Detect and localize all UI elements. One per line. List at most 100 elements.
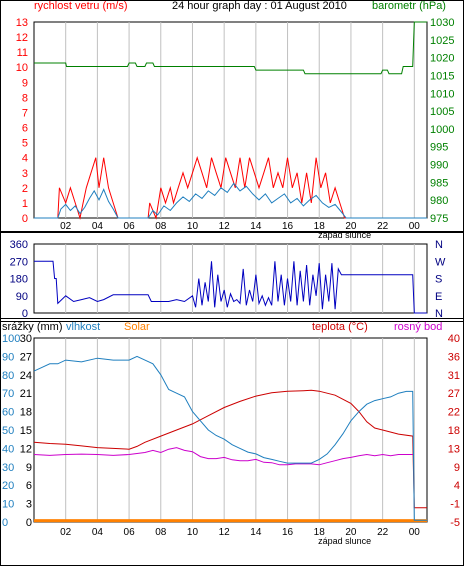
y-tick-direction: 90 <box>16 291 28 303</box>
y-tick-wind: 7 <box>22 107 28 119</box>
x-tick-label: 06 <box>124 527 136 538</box>
wind-axis-label: rychlost vetru (m/s) <box>34 0 128 12</box>
x-tick-label: 14 <box>250 527 262 538</box>
x-tick-label: 20 <box>345 527 357 538</box>
y-tick-pressure: 1025 <box>430 35 454 47</box>
y-tick-humidity: 60 <box>2 407 14 419</box>
x-tick-label: 16 <box>282 527 294 538</box>
y-tick-wind: 13 <box>16 17 28 29</box>
y-tick-wind: 12 <box>16 32 28 44</box>
y-tick-direction: 270 <box>10 256 28 268</box>
y-tick-rain: 0 <box>26 517 32 529</box>
y-tick-rain: 3 <box>26 499 32 511</box>
y-tick-rain: 15 <box>20 425 32 437</box>
x-tick-label: 10 <box>187 527 199 538</box>
gust-series <box>34 156 427 220</box>
y-tick-pressure: 990 <box>430 160 448 172</box>
pressure-series <box>34 21 427 75</box>
x-tick-label: 02 <box>60 221 72 232</box>
y-tick-pressure: 1030 <box>430 17 454 29</box>
x-tick-label: 22 <box>377 527 389 538</box>
y-tick-humidity: 0 <box>2 517 8 529</box>
plot-frame <box>33 243 428 314</box>
y-tick-temperature: -1 <box>450 499 460 511</box>
humidity-series <box>33 355 427 521</box>
y-tick-rain: 9 <box>26 462 32 474</box>
y-tick-pressure: 1010 <box>430 88 454 100</box>
y-tick-pressure: 980 <box>430 195 448 207</box>
plot-frame <box>33 337 428 523</box>
compass-label: W <box>435 256 446 268</box>
y-tick-rain: 21 <box>20 388 32 400</box>
y-tick-temperature: 13 <box>448 443 460 455</box>
y-tick-rain: 24 <box>20 370 32 382</box>
x-tick-label: 02 <box>60 527 72 538</box>
wind-avg-series <box>34 182 427 219</box>
y-tick-temperature: 18 <box>448 425 460 437</box>
x-tick-label: 16 <box>282 221 294 232</box>
x-tick-label: 10 <box>187 221 199 232</box>
humidity-label: vlhkost <box>66 321 100 333</box>
compass-label: S <box>435 274 442 286</box>
y-tick-pressure: 1005 <box>430 106 454 118</box>
x-tick-label: 04 <box>92 221 104 232</box>
y-tick-pressure: 1000 <box>430 124 454 136</box>
x-tick-label: 18 <box>314 221 326 232</box>
y-tick-wind: 11 <box>17 47 28 59</box>
y-tick-humidity: 30 <box>2 462 14 474</box>
pressure-axis-label: barometr (hPa) <box>372 0 446 12</box>
y-tick-humidity: 100 <box>2 333 20 345</box>
y-tick-pressure: 985 <box>430 177 448 189</box>
y-tick-temperature: 9 <box>454 462 460 474</box>
compass-label: N <box>435 239 443 251</box>
y-tick-direction: 180 <box>10 274 28 286</box>
sunset-label: západ slunce <box>318 230 371 240</box>
y-tick-temperature: 36 <box>448 351 460 363</box>
y-tick-temperature: 22 <box>448 407 460 419</box>
x-tick-label: 00 <box>409 527 421 538</box>
y-tick-direction: 0 <box>22 308 28 320</box>
solar-label: Solar <box>124 321 150 333</box>
y-tick-direction: 360 <box>10 239 28 251</box>
y-tick-humidity: 40 <box>2 443 14 455</box>
y-tick-humidity: 10 <box>2 499 14 511</box>
dewpoint-series <box>33 447 413 466</box>
x-tick-label: 12 <box>219 221 231 232</box>
y-tick-temperature: 31 <box>448 370 460 382</box>
y-tick-wind: 0 <box>22 213 28 225</box>
x-tick-label: 14 <box>250 221 262 232</box>
y-tick-pressure: 975 <box>430 213 448 225</box>
solar-series <box>34 519 427 523</box>
y-tick-wind: 1 <box>22 198 28 210</box>
y-tick-rain: 6 <box>26 480 32 492</box>
x-tick-label: 04 <box>92 527 104 538</box>
x-tick-label: 08 <box>155 221 167 232</box>
y-tick-humidity: 70 <box>2 388 14 400</box>
temperature-label: teplota (°C) <box>312 321 368 333</box>
temperature-series <box>33 389 427 509</box>
chart-title: 24 hour graph day : 01 August 2010 <box>172 0 347 12</box>
y-tick-wind: 4 <box>22 153 28 165</box>
y-tick-rain: 12 <box>20 443 32 455</box>
y-tick-pressure: 1015 <box>430 70 454 82</box>
y-tick-wind: 10 <box>16 62 28 74</box>
y-tick-wind: 2 <box>22 183 28 195</box>
mid-panel-frame <box>0 232 464 322</box>
x-tick-label: 06 <box>124 221 136 232</box>
y-tick-wind: 5 <box>22 138 28 150</box>
rain-axis-label: srážky (mm) <box>2 321 63 333</box>
y-tick-rain: 27 <box>20 351 32 363</box>
dewpoint-label: rosný bod <box>394 321 442 333</box>
x-tick-label: 08 <box>155 527 167 538</box>
y-tick-temperature: 40 <box>448 333 460 345</box>
y-tick-humidity: 20 <box>2 480 14 492</box>
y-tick-rain: 18 <box>20 407 32 419</box>
y-tick-temperature: -5 <box>450 517 460 529</box>
x-tick-label: 20 <box>345 221 357 232</box>
direction-series <box>34 260 427 314</box>
